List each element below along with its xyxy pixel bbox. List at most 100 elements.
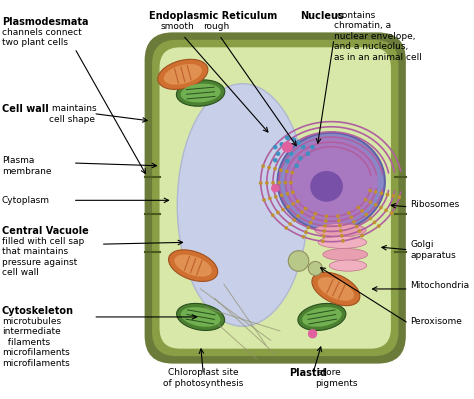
Ellipse shape — [321, 239, 325, 243]
Ellipse shape — [169, 250, 218, 281]
Ellipse shape — [286, 192, 289, 196]
Ellipse shape — [296, 214, 300, 218]
Ellipse shape — [285, 159, 290, 164]
Ellipse shape — [268, 197, 272, 200]
Ellipse shape — [181, 307, 220, 327]
Ellipse shape — [177, 303, 225, 330]
Ellipse shape — [308, 329, 317, 338]
Ellipse shape — [300, 210, 304, 214]
Ellipse shape — [373, 220, 376, 224]
Ellipse shape — [289, 181, 293, 184]
Ellipse shape — [374, 203, 377, 207]
Ellipse shape — [310, 145, 315, 150]
Ellipse shape — [339, 229, 343, 233]
Ellipse shape — [296, 200, 300, 203]
Text: Ribosomes: Ribosomes — [410, 200, 460, 209]
Ellipse shape — [398, 196, 401, 199]
Ellipse shape — [174, 255, 212, 277]
Ellipse shape — [347, 211, 351, 215]
Ellipse shape — [278, 133, 385, 231]
Ellipse shape — [301, 235, 305, 239]
Text: Cytoplasm: Cytoplasm — [2, 196, 50, 205]
Text: Cytoskeleton: Cytoskeleton — [2, 306, 74, 316]
Ellipse shape — [301, 145, 306, 150]
Ellipse shape — [285, 136, 290, 140]
Ellipse shape — [279, 168, 283, 172]
Ellipse shape — [291, 190, 295, 194]
Text: Plasmodesmata: Plasmodesmata — [2, 16, 88, 26]
Ellipse shape — [261, 164, 265, 168]
Ellipse shape — [360, 234, 364, 237]
Ellipse shape — [262, 198, 266, 202]
Ellipse shape — [309, 261, 322, 275]
Ellipse shape — [306, 225, 310, 229]
Ellipse shape — [329, 260, 367, 271]
Ellipse shape — [341, 239, 345, 243]
Ellipse shape — [176, 80, 225, 106]
Ellipse shape — [276, 211, 280, 214]
Text: store
pigments: store pigments — [315, 368, 358, 388]
Ellipse shape — [374, 190, 377, 194]
Text: Plasma
membrane: Plasma membrane — [2, 156, 51, 176]
Ellipse shape — [323, 224, 327, 228]
Ellipse shape — [273, 158, 278, 162]
Ellipse shape — [286, 205, 290, 209]
Ellipse shape — [380, 192, 383, 195]
Ellipse shape — [271, 184, 280, 192]
Ellipse shape — [349, 215, 353, 219]
Ellipse shape — [298, 303, 346, 330]
Ellipse shape — [284, 226, 288, 230]
Ellipse shape — [304, 207, 308, 210]
Ellipse shape — [265, 181, 269, 185]
Ellipse shape — [281, 208, 285, 211]
Text: Plastid: Plastid — [289, 368, 327, 378]
Ellipse shape — [292, 137, 296, 142]
FancyBboxPatch shape — [152, 40, 398, 356]
Text: maintains
cell shape: maintains cell shape — [48, 104, 96, 124]
Ellipse shape — [292, 218, 296, 222]
Ellipse shape — [364, 198, 367, 201]
FancyBboxPatch shape — [160, 47, 391, 349]
Ellipse shape — [318, 236, 367, 248]
Text: contains
chromatin, a
nuclear envelope,
and a nucleolus,
as in an animal cell: contains chromatin, a nuclear envelope, … — [334, 11, 422, 61]
Ellipse shape — [337, 219, 341, 223]
Ellipse shape — [336, 214, 340, 218]
Ellipse shape — [288, 251, 309, 271]
Ellipse shape — [392, 194, 395, 198]
Ellipse shape — [164, 64, 202, 85]
FancyBboxPatch shape — [145, 32, 406, 363]
Ellipse shape — [357, 229, 361, 233]
Ellipse shape — [283, 181, 287, 184]
Ellipse shape — [289, 151, 293, 156]
Ellipse shape — [276, 151, 280, 156]
Ellipse shape — [340, 234, 344, 238]
Ellipse shape — [267, 166, 271, 169]
Ellipse shape — [273, 145, 278, 150]
Text: smooth: smooth — [161, 22, 194, 31]
Ellipse shape — [273, 167, 277, 171]
Ellipse shape — [271, 181, 275, 185]
Ellipse shape — [302, 307, 342, 327]
Text: channels connect
two plant cells: channels connect two plant cells — [2, 28, 82, 47]
Ellipse shape — [369, 200, 372, 204]
Ellipse shape — [271, 213, 274, 217]
Text: Cell wall: Cell wall — [2, 104, 49, 114]
Ellipse shape — [280, 142, 284, 147]
Ellipse shape — [284, 138, 378, 225]
Ellipse shape — [313, 212, 317, 215]
Ellipse shape — [311, 216, 315, 220]
Text: Chloroplast site
of photosynthesis: Chloroplast site of photosynthesis — [163, 368, 244, 388]
Ellipse shape — [352, 220, 356, 224]
Text: Peroxisome: Peroxisome — [410, 317, 463, 326]
Ellipse shape — [294, 164, 299, 168]
Text: Central Vacuole: Central Vacuole — [2, 225, 89, 235]
Ellipse shape — [377, 224, 381, 228]
Ellipse shape — [384, 208, 388, 212]
Ellipse shape — [274, 195, 278, 199]
Ellipse shape — [318, 277, 354, 301]
Ellipse shape — [324, 219, 328, 223]
Ellipse shape — [181, 83, 220, 103]
Ellipse shape — [356, 205, 360, 209]
Ellipse shape — [325, 214, 328, 218]
Ellipse shape — [282, 145, 287, 150]
